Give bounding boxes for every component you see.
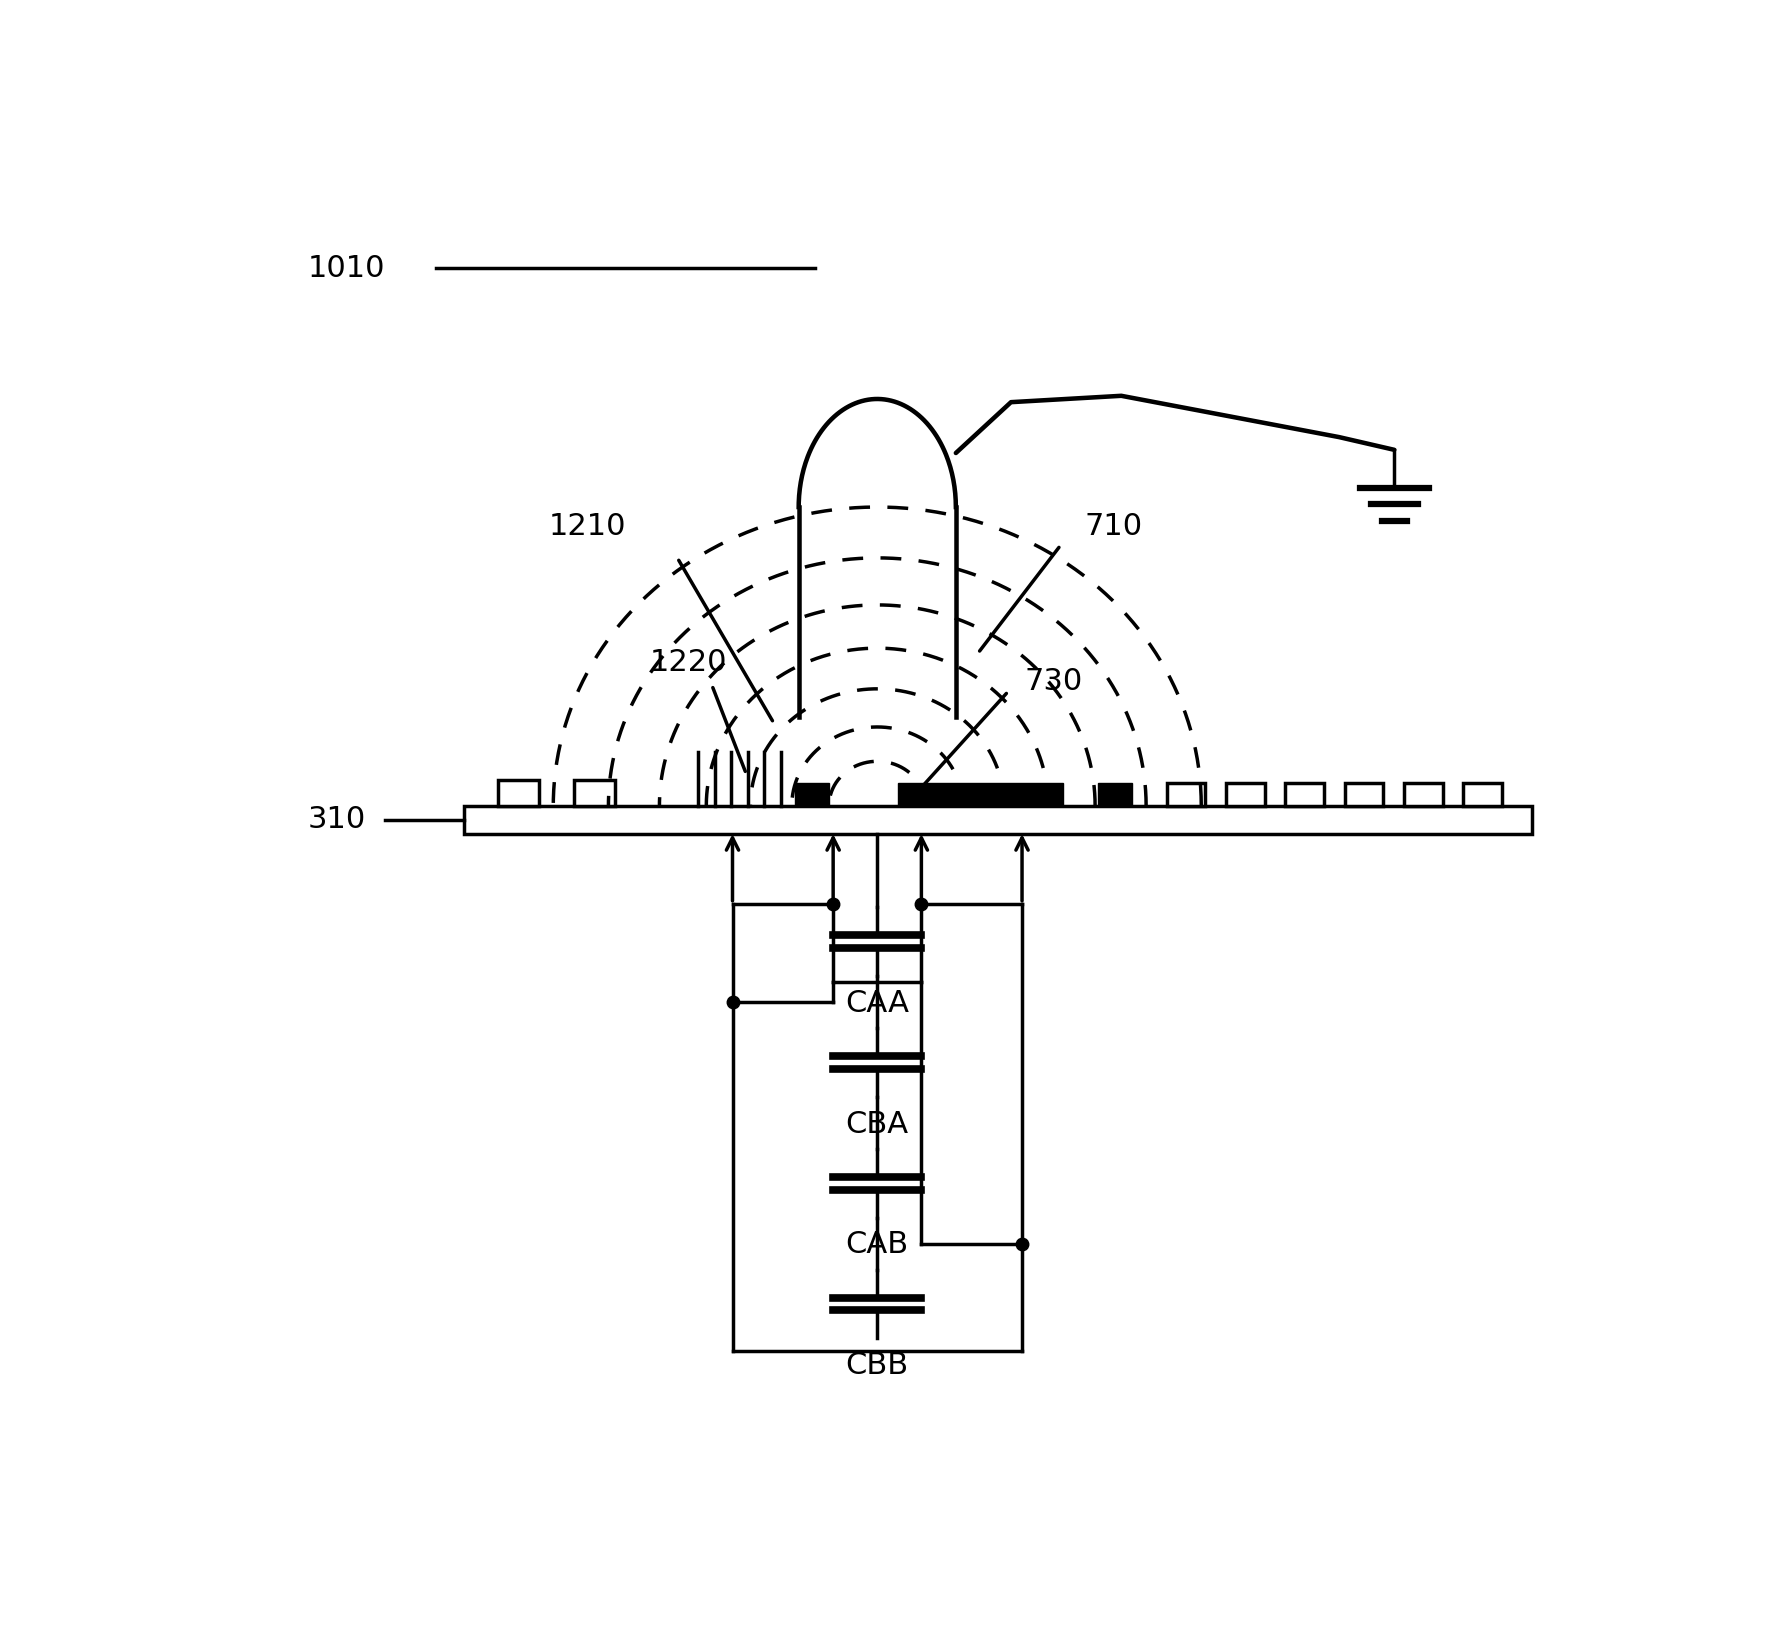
Text: 1010: 1010 <box>308 254 386 282</box>
Text: 710: 710 <box>1083 512 1142 540</box>
Text: CAA: CAA <box>845 989 909 1019</box>
Text: 730: 730 <box>1025 667 1083 695</box>
Text: 1210: 1210 <box>550 512 626 540</box>
Polygon shape <box>464 806 1532 834</box>
Polygon shape <box>1464 783 1501 806</box>
Text: 1220: 1220 <box>649 647 728 677</box>
Polygon shape <box>1098 783 1133 806</box>
Polygon shape <box>1226 783 1265 806</box>
Polygon shape <box>1286 783 1324 806</box>
Polygon shape <box>1345 783 1384 806</box>
Text: CBB: CBB <box>845 1351 909 1380</box>
Text: CAB: CAB <box>845 1230 909 1260</box>
Polygon shape <box>898 783 1064 806</box>
Polygon shape <box>1404 783 1443 806</box>
Polygon shape <box>498 781 539 806</box>
Text: CBA: CBA <box>845 1109 909 1139</box>
Polygon shape <box>795 783 829 806</box>
Text: 310: 310 <box>308 806 366 834</box>
Polygon shape <box>575 781 616 806</box>
Polygon shape <box>1167 783 1206 806</box>
